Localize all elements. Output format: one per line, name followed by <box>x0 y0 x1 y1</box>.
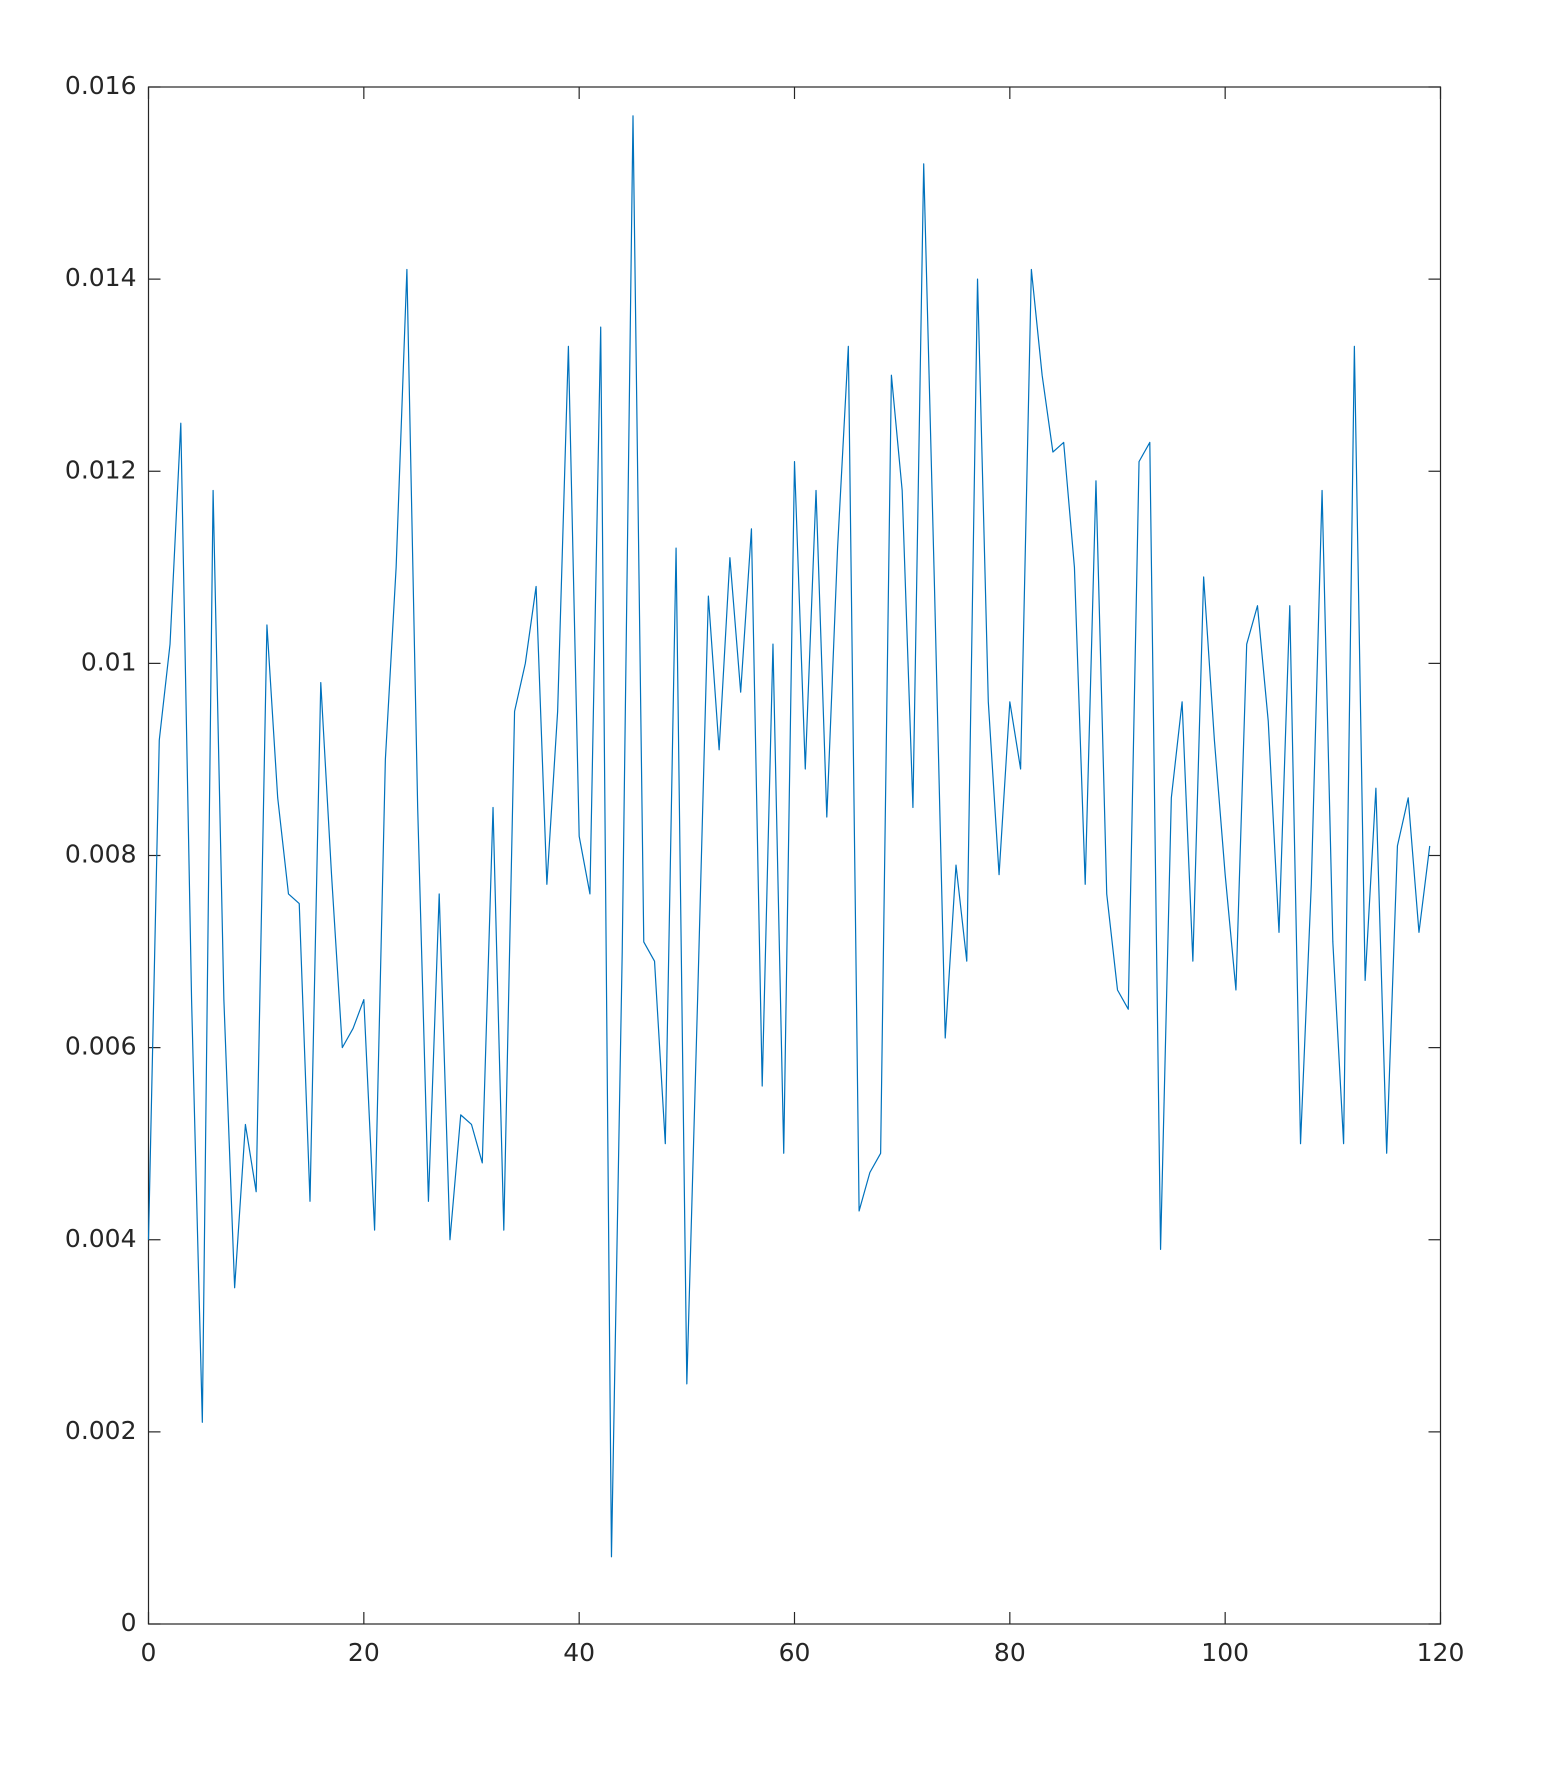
plot-frame <box>147 86 1442 1625</box>
y-tick-label: 0.002 <box>65 1416 137 1445</box>
x-tick-label: 40 <box>563 1638 595 1667</box>
x-tick-label: 100 <box>1201 1638 1249 1667</box>
data-line <box>147 115 1431 1558</box>
y-tick-label: 0 <box>121 1608 137 1637</box>
x-tick-label: 0 <box>141 1638 157 1667</box>
y-tick-label: 0.006 <box>65 1032 137 1061</box>
y-tick-label: 0.012 <box>65 455 137 484</box>
y-tick-label: 0.008 <box>65 840 137 869</box>
x-tick-label: 80 <box>994 1638 1026 1667</box>
y-tick-label: 0.01 <box>81 647 137 676</box>
y-tick-label: 0.004 <box>65 1224 137 1253</box>
x-tick-label: 60 <box>779 1638 811 1667</box>
y-tick-label: 0.014 <box>65 263 137 292</box>
y-tick-label: 0.016 <box>65 71 137 100</box>
x-tick-label: 20 <box>348 1638 380 1667</box>
x-tick-label: 120 <box>1417 1638 1465 1667</box>
